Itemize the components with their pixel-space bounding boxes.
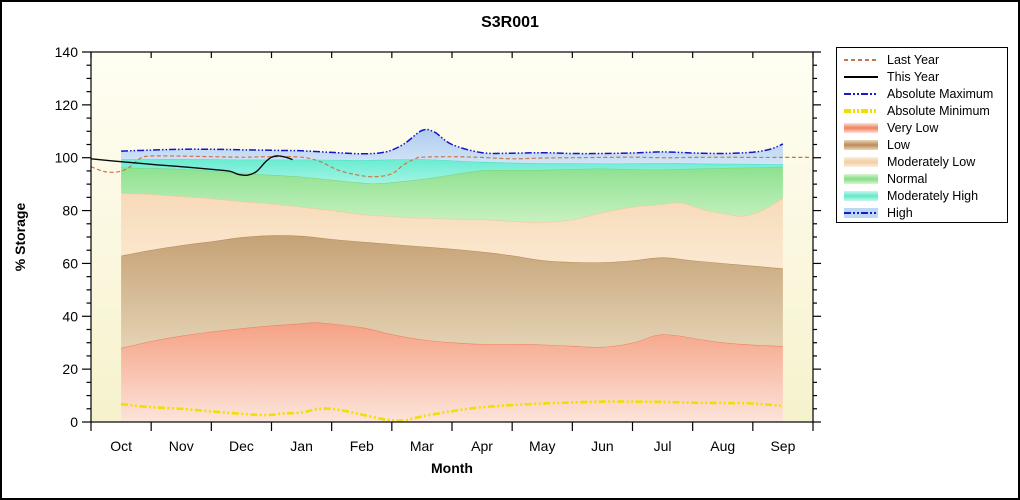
legend-label: High (887, 205, 913, 220)
month-label: Jun (591, 438, 614, 454)
line-this-year (90, 155, 293, 177)
legend-swatch-wrap (844, 122, 880, 133)
legend-item-absolute-minimum: Absolute Minimum (844, 102, 1007, 119)
y-tick-label: 0 (70, 414, 78, 430)
legend-line-sample (844, 58, 878, 61)
month-label: Jan (290, 438, 313, 454)
month-label: May (529, 438, 555, 454)
legend-label: Absolute Maximum (887, 86, 994, 101)
legend-swatch-wrap (844, 207, 880, 218)
band-moderately-high (121, 159, 783, 184)
legend-item-high: High (844, 204, 1007, 221)
legend-label: Low (887, 137, 910, 152)
legend-band-sample (844, 207, 878, 218)
month-label: Sep (770, 438, 795, 454)
line-high-top (121, 128, 784, 155)
legend-swatch-wrap (844, 108, 880, 113)
legend: Last Year This Year Absolute Maximum Absolu… (836, 47, 1008, 223)
y-tick-label: 60 (62, 255, 78, 271)
legend-label: Absolute Minimum (887, 103, 990, 118)
band-low (121, 235, 783, 348)
line-last-year (90, 155, 810, 178)
band-normal (121, 166, 783, 223)
legend-label: This Year (887, 69, 940, 84)
legend-item-moderately-low: Moderately Low (844, 153, 1007, 170)
legend-item-last-year: Last Year (844, 51, 1007, 68)
legend-line-sample (844, 75, 878, 78)
legend-line-sample (844, 108, 878, 113)
y-tick-label: 140 (55, 44, 79, 60)
legend-swatch-wrap (844, 190, 880, 201)
x-axis-title: Month (431, 460, 473, 476)
y-tick-label: 20 (62, 361, 78, 377)
legend-band-sample (844, 139, 878, 150)
legend-band-sample (844, 122, 878, 133)
legend-item-normal: Normal (844, 170, 1007, 187)
band-very-low (121, 322, 783, 422)
legend-label: Last Year (887, 52, 940, 67)
y-tick-label: 100 (55, 150, 79, 166)
legend-label: Normal (887, 171, 928, 186)
month-label: Mar (410, 438, 434, 454)
legend-item-low: Low (844, 136, 1007, 153)
y-tick-label: 120 (55, 97, 79, 113)
legend-label: Very Low (887, 120, 939, 135)
y-axis-title: % Storage (12, 203, 28, 272)
legend-line-sample (844, 92, 878, 95)
plot-area: 0 20 40 60 80 100 120 140 Oct Nov Dec Jan Feb Mar Apr M… (55, 44, 821, 454)
line-abs-min (120, 400, 784, 422)
legend-item-very-low: Very Low (844, 119, 1007, 136)
legend-swatch-wrap (844, 139, 880, 150)
legend-band-sample (844, 190, 878, 201)
legend-swatch-wrap (844, 173, 880, 184)
legend-label: Moderately High (887, 188, 979, 203)
band-moderately-low (121, 193, 783, 269)
month-label: Dec (229, 438, 254, 454)
legend-item-absolute-maximum: Absolute Maximum (844, 85, 1007, 102)
legend-swatch-wrap (844, 58, 880, 61)
month-label: Aug (710, 438, 735, 454)
legend-band-sample (844, 173, 878, 184)
y-tick-label: 80 (62, 203, 78, 219)
legend-swatch-wrap (844, 92, 880, 95)
legend-band-sample (844, 156, 878, 167)
legend-item-moderately-high: Moderately High (844, 187, 1007, 204)
chart-title: S3R001 (481, 14, 539, 31)
month-label: Jul (654, 438, 672, 454)
month-label: Apr (471, 438, 493, 454)
legend-swatch-wrap (844, 156, 880, 167)
legend-label: Moderately Low (887, 154, 976, 169)
band-high (121, 129, 783, 165)
month-label: Feb (350, 438, 374, 454)
legend-item-this-year: This Year (844, 68, 1007, 85)
y-tick-label: 40 (62, 308, 78, 324)
month-label: Nov (169, 438, 194, 454)
legend-swatch-wrap (844, 75, 880, 78)
month-label: Oct (110, 438, 132, 454)
